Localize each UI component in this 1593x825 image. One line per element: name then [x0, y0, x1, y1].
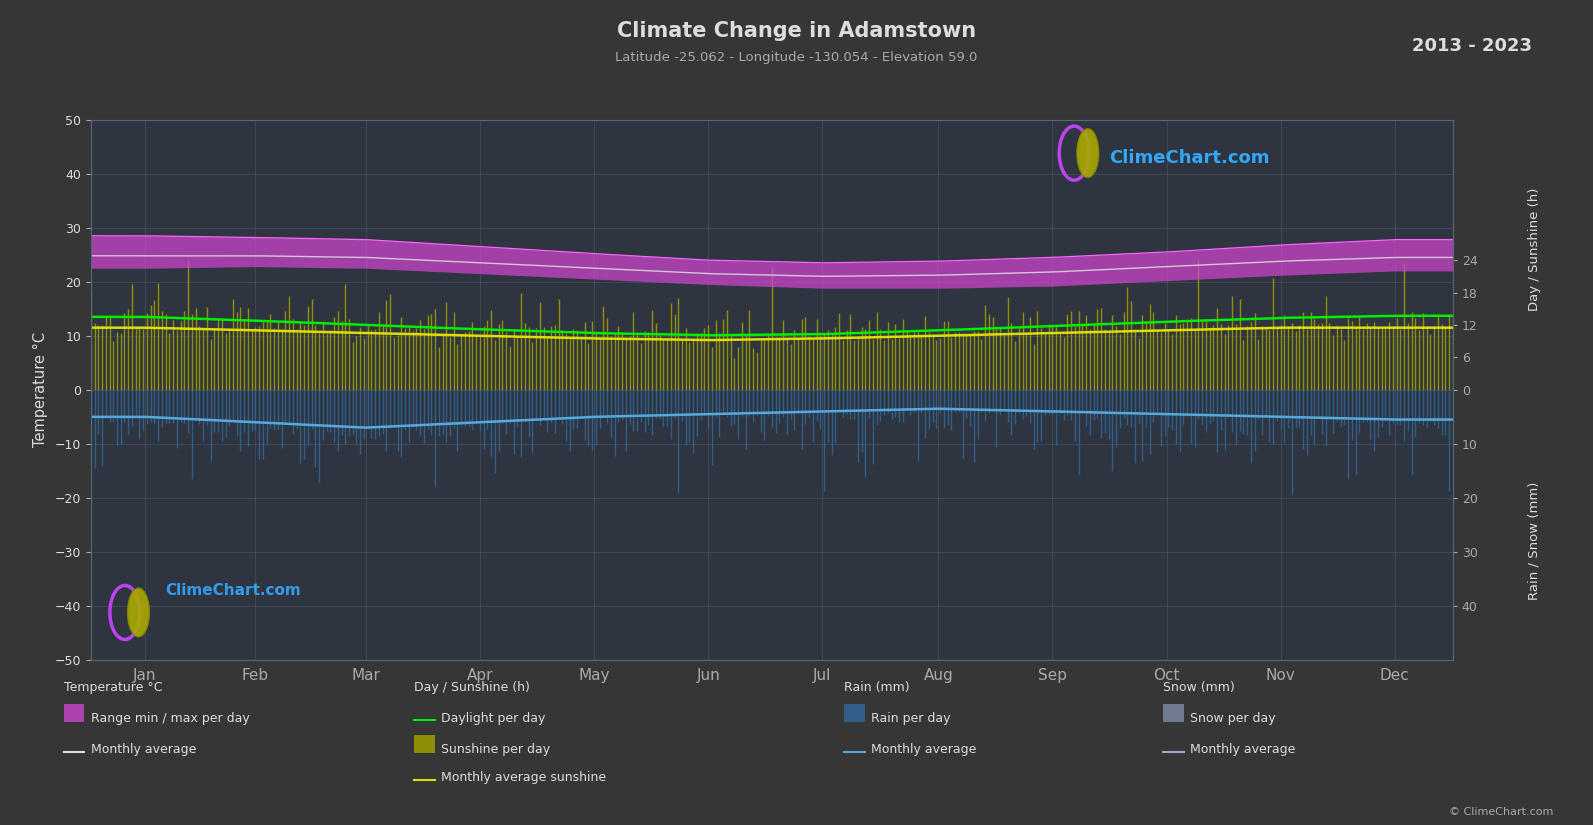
- Text: Monthly average: Monthly average: [1190, 743, 1295, 757]
- Ellipse shape: [1077, 129, 1099, 177]
- Text: 2013 - 2023: 2013 - 2023: [1413, 37, 1532, 55]
- Text: Monthly average: Monthly average: [91, 743, 196, 757]
- Text: Snow (mm): Snow (mm): [1163, 681, 1235, 694]
- Text: Snow per day: Snow per day: [1190, 712, 1276, 725]
- Text: ClimeChart.com: ClimeChart.com: [166, 582, 301, 598]
- Text: Range min / max per day: Range min / max per day: [91, 712, 250, 725]
- Text: ClimeChart.com: ClimeChart.com: [1110, 149, 1270, 167]
- Text: Day / Sunshine (h): Day / Sunshine (h): [1528, 187, 1540, 311]
- Text: Rain / Snow (mm): Rain / Snow (mm): [1528, 482, 1540, 601]
- Text: Rain (mm): Rain (mm): [844, 681, 910, 694]
- Text: Rain per day: Rain per day: [871, 712, 951, 725]
- Text: Temperature °C: Temperature °C: [64, 681, 162, 694]
- Ellipse shape: [127, 588, 150, 637]
- Y-axis label: Temperature °C: Temperature °C: [32, 332, 48, 447]
- Text: Climate Change in Adamstown: Climate Change in Adamstown: [616, 21, 977, 40]
- Text: Daylight per day: Daylight per day: [441, 712, 546, 725]
- Text: Monthly average sunshine: Monthly average sunshine: [441, 771, 607, 785]
- Text: Day / Sunshine (h): Day / Sunshine (h): [414, 681, 530, 694]
- Text: Sunshine per day: Sunshine per day: [441, 743, 551, 757]
- Text: © ClimeChart.com: © ClimeChart.com: [1448, 807, 1553, 817]
- Text: Monthly average: Monthly average: [871, 743, 977, 757]
- Text: Latitude -25.062 - Longitude -130.054 - Elevation 59.0: Latitude -25.062 - Longitude -130.054 - …: [615, 51, 978, 64]
